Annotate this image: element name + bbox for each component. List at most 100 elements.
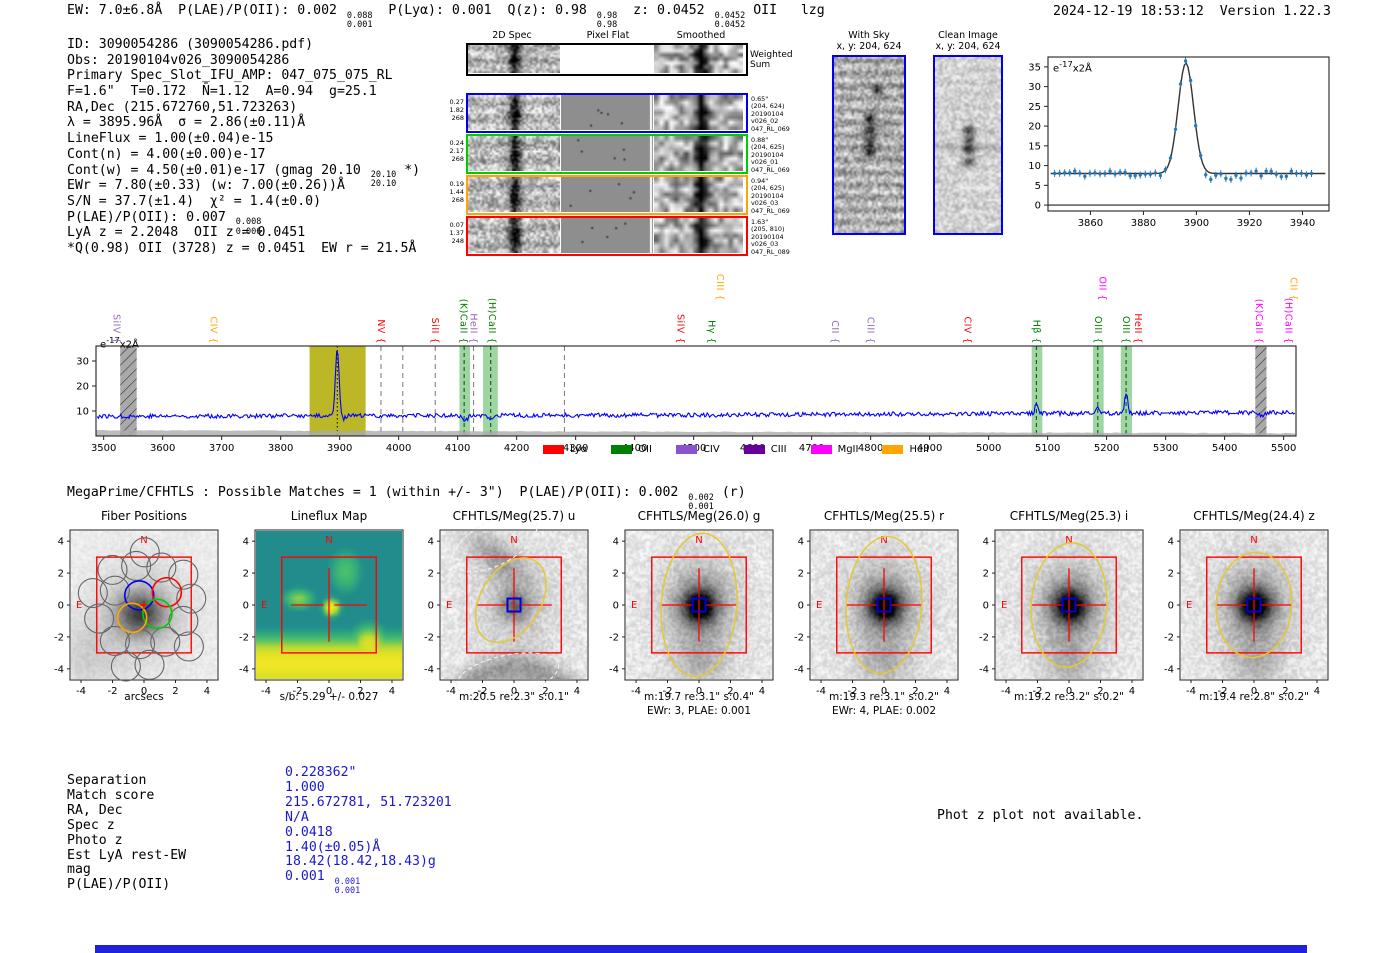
fit-data-point: [1209, 177, 1213, 182]
spectrum-xtick-label: 5200: [1094, 443, 1119, 454]
cutout-ytick-label: 4: [1168, 537, 1174, 548]
fit-xtick-label: 3860: [1078, 218, 1103, 229]
fit-xtick-label: 3920: [1237, 218, 1262, 229]
emission-line-label: NV {: [375, 319, 386, 344]
cutout-ytick-label: -4: [239, 664, 249, 675]
fit-data-point: [1158, 173, 1163, 178]
spec2d-row-left-label: 248: [451, 237, 464, 245]
fit-ytick-label: 30: [1028, 82, 1041, 93]
match-table-label: RA, Dec: [67, 802, 123, 818]
timestamp-version: 2024-12-19 18:53:12 Version 1.22.3: [1053, 4, 1331, 19]
fit-data-point: [1103, 171, 1107, 176]
weighted-sum-label: Sum: [750, 60, 771, 70]
cutout-title: CFHTLS/Meg(26.0) g: [637, 509, 761, 523]
fit-ytick-label: 25: [1028, 102, 1041, 113]
info-line: P(LAE)/P(OII): 0.007 0.008 0.006: [67, 209, 262, 237]
fit-data-point: [1204, 173, 1208, 177]
fit-data-point: [1219, 172, 1223, 176]
emission-line-label-text: CIII {: [714, 273, 726, 301]
cutout-ytick-label: 2: [798, 569, 804, 580]
cutout-xlabel: m:19.7 re:3.1" s:0.4": [644, 691, 754, 703]
spectrum-plot-box: [95, 345, 1297, 437]
fit-data-point: [1138, 173, 1142, 177]
cutout-xlabel: arcsecs: [124, 691, 164, 703]
weighted-sum-label: Weighted: [750, 50, 793, 60]
emission-line-label: (K)CaII {: [458, 299, 469, 344]
withsky-image: [834, 57, 904, 233]
fit-data-point: [1153, 171, 1158, 175]
spec2d-row-left-label: 2.17: [449, 147, 464, 155]
match-table-label: Est LyA rest-EW: [67, 847, 187, 863]
info-line: Primary Spec_Slot_IFU_AMP: 047_075_075_R…: [67, 68, 393, 84]
spec2d-noisy-image: [468, 177, 560, 212]
info-line: Obs: 20190104v026_3090054286: [67, 52, 290, 68]
fit-data-point: [1289, 169, 1294, 173]
spectrum-xtick-label: 3900: [327, 443, 352, 454]
emission-line-label: SiII {: [429, 318, 440, 344]
spectrum-legend: Lyα OII CIV CIII MgII HeII: [543, 444, 929, 455]
spectrum-xtick-label: 4100: [445, 443, 470, 454]
emission-line-label-text: (H)CaII {: [485, 297, 497, 344]
info-line: ID: 3090054286 (3090054286.pdf): [67, 37, 314, 52]
spectrum-xtick-label: 3700: [209, 443, 234, 454]
cutout-title: Fiber Positions: [100, 509, 188, 523]
fit-data-point: [1068, 171, 1072, 175]
legend-item: CIII: [743, 444, 787, 455]
spectrum-xtick-label: 5500: [1271, 443, 1296, 454]
spec2d-row-left-label: 268: [451, 196, 464, 204]
legend-swatch: [611, 445, 633, 454]
fit-data-point: [1078, 171, 1082, 175]
spec2d-flat-image: [561, 136, 653, 171]
fit-data-point: [1108, 169, 1112, 173]
cutout-xlabel2: EWr: 4, PLAE: 0.002: [831, 705, 937, 717]
fit-data-point: [1299, 171, 1304, 176]
emission-line-label: HeII {: [468, 313, 479, 344]
fit-data-point: [1148, 172, 1153, 177]
fit-ytick-label: 15: [1028, 141, 1041, 152]
legend-item: Lyα: [543, 444, 587, 455]
emission-line-label: CIV {: [207, 317, 218, 345]
spec2d-row-right-label: 047_RL_069: [751, 206, 790, 215]
cutout-ytick-label: 2: [613, 569, 619, 580]
emission-line-label-text: SiIV {: [110, 313, 122, 344]
cutout-ytick-label: 2: [983, 569, 989, 580]
fit-plot-box: [1047, 56, 1330, 212]
emission-line-label-text: (K)CaII {: [457, 298, 469, 344]
fit-xtick-label: 3880: [1131, 218, 1156, 229]
info-line: EWr = 7.80(±0.33) (w: 7.00(±0.26))Å: [67, 178, 345, 194]
fit-data-point: [1249, 171, 1253, 175]
cutout-image-1: [256, 531, 402, 679]
fit-plot-unit-label: e-17x2Å: [1053, 59, 1092, 75]
spec2d-row-right-label: 047_RL_069: [751, 124, 790, 133]
emission-line-label-text: CIV {: [207, 316, 219, 345]
spec2d-row-right-label: (204, 625): [751, 143, 785, 152]
spec2d-smoothed-image: [654, 95, 743, 130]
spec2d-row-left-label: 268: [451, 114, 464, 122]
cutout-image-2: [441, 531, 587, 679]
fit-data-point: [1188, 78, 1193, 83]
match-table-label: P(LAE)/P(OII): [67, 877, 171, 893]
fit-ytick-label: 0: [1035, 201, 1041, 212]
emission-line-label: (H)CaII {: [1282, 298, 1293, 344]
spectrum-xtick-label: 3600: [150, 443, 175, 454]
matched-line-band: [1093, 346, 1104, 436]
cutout-ytick-label: -2: [979, 632, 989, 643]
emission-line-label-text: HeII {: [467, 313, 479, 344]
spec2d-row-right-label: v026_01: [751, 158, 779, 167]
fit-data-point: [1163, 167, 1168, 172]
cutout-ytick-label: 2: [58, 569, 64, 580]
bottom-scrollbar: [95, 945, 1307, 953]
info-line: λ = 3895.96Å σ = 2.86(±0.11)Å: [67, 115, 306, 131]
spec2d-flat-image: [561, 177, 653, 212]
cutout-ytick-label: 2: [243, 569, 249, 580]
fit-data-point: [1083, 174, 1087, 179]
cutout-ytick-label: -4: [1164, 664, 1174, 675]
fit-data-point: [1309, 171, 1314, 176]
fit-data-point: [1259, 174, 1263, 178]
spec2d-row-right-label: 20190104: [751, 232, 784, 241]
fit-data-point: [1093, 171, 1097, 175]
legend-swatch: [810, 445, 832, 454]
cutout-title: CFHTLS/Meg(25.5) r: [823, 509, 945, 523]
emission-line-label: OIII {: [1092, 316, 1103, 344]
spec2d-smoothed-image: [654, 136, 743, 171]
